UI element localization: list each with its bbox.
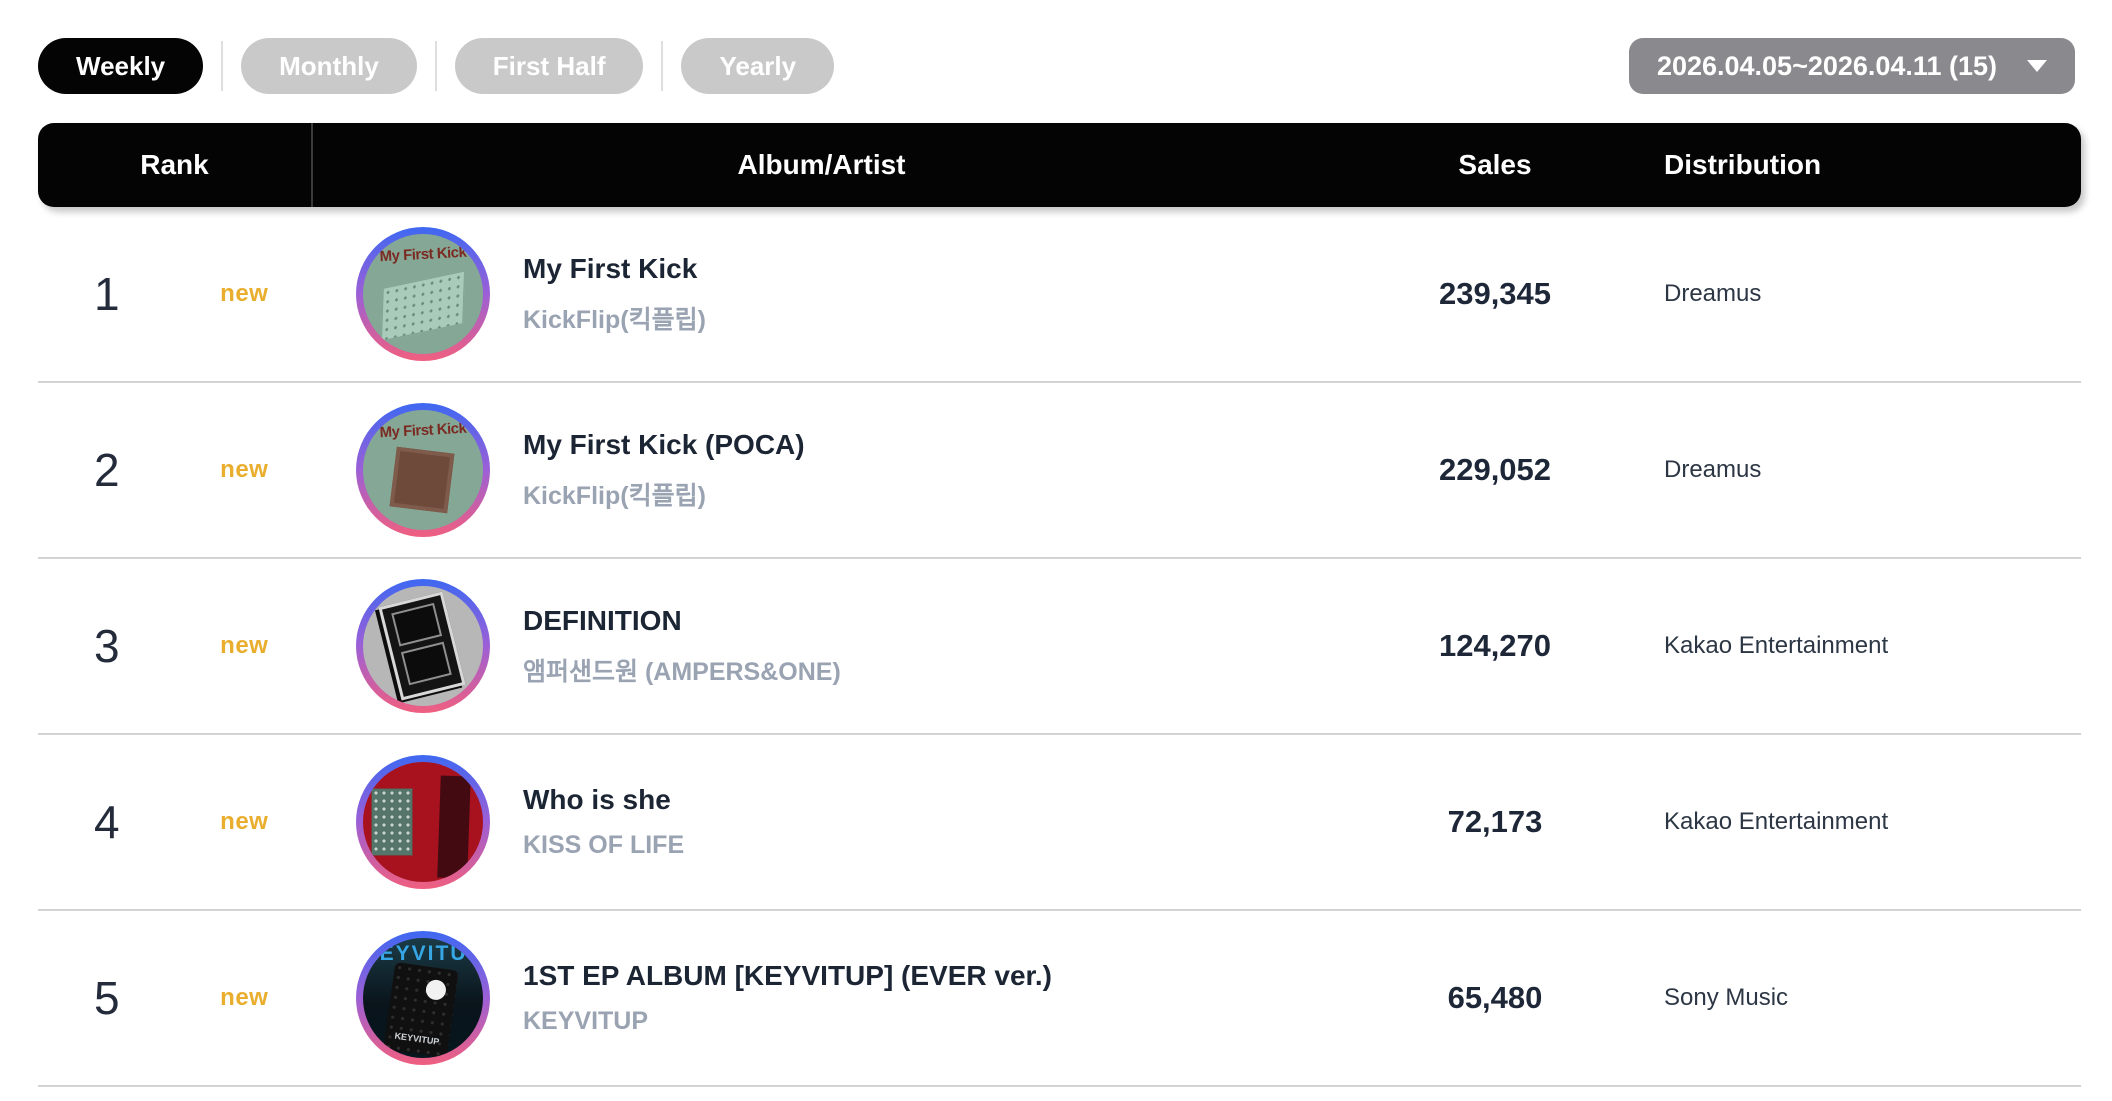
- album-cell: My First Kick My First Kick KickFlip(킥플립…: [313, 227, 1330, 361]
- new-badge: new: [220, 456, 269, 483]
- album-cover-card: [389, 446, 455, 514]
- album-title: My First Kick: [523, 252, 698, 284]
- album-art: My First Kick: [356, 227, 490, 361]
- tab-separator: [661, 41, 664, 91]
- rank-cell: 3 new: [38, 619, 313, 673]
- rank-cell: 5 new: [38, 971, 313, 1025]
- sales-value: 239,345: [1438, 276, 1552, 311]
- period-dropdown[interactable]: 2026.04.05~2026.04.11 (15): [1628, 38, 2075, 94]
- album-artist: KEYVITUP: [523, 1007, 649, 1035]
- new-badge: new: [220, 808, 269, 835]
- album-art: [356, 755, 490, 889]
- album-title: My First Kick (POCA): [523, 428, 805, 460]
- rank-number: 4: [93, 796, 120, 848]
- album-cell: My First Kick My First Kick (POCA) KickF…: [313, 403, 1330, 537]
- rank-number: 2: [93, 444, 120, 496]
- album-title: 1ST EP ALBUM [KEYVITUP] (EVER ver.): [523, 960, 1052, 991]
- chart-row[interactable]: 5 new KEYVITUP KEYVITUP 1ST EP ALBUM [KE…: [38, 911, 2081, 1087]
- rank-cell: 4 new: [38, 795, 313, 849]
- album-art-image: [363, 762, 483, 882]
- rank-cell: 2 new: [38, 443, 313, 497]
- album-art-image: My First Kick: [363, 234, 483, 354]
- chart-row[interactable]: 1 new My First Kick My First Kick KickFl…: [38, 207, 2081, 383]
- chart-rows: 1 new My First Kick My First Kick KickFl…: [38, 207, 2081, 1087]
- header-sales: Sales: [1458, 149, 1532, 180]
- distribution-label: Sony Music: [1664, 984, 1789, 1011]
- rank-cell: 1 new: [38, 267, 313, 321]
- album-art: My First Kick: [356, 403, 490, 537]
- new-badge: new: [220, 984, 269, 1011]
- tab-separator: [221, 41, 224, 91]
- album-cover-text: My First Kick: [379, 243, 467, 266]
- book-panel: [391, 602, 443, 647]
- new-badge: new: [220, 280, 269, 307]
- distribution-label: Kakao Entertainment: [1664, 632, 1889, 659]
- sales-value: 65,480: [1447, 980, 1543, 1015]
- chart-row[interactable]: 4 new Who is she KISS OF LIFE 72,173 Kak…: [38, 735, 2081, 911]
- distribution-label: Kakao Entertainment: [1664, 808, 1889, 835]
- album-title: DEFINITION: [523, 604, 682, 636]
- rank-number: 5: [93, 972, 120, 1024]
- chart-row[interactable]: 3 new DEFINITION 앰퍼샌드원 (AMPERS&ONE) 124,…: [38, 559, 2081, 735]
- album-artist: KISS OF LIFE: [523, 831, 685, 859]
- album-cell: KEYVITUP KEYVITUP 1ST EP ALBUM [KEYVITUP…: [313, 931, 1330, 1065]
- tab-yearly[interactable]: Yearly: [681, 38, 835, 94]
- distribution-label: Dreamus: [1664, 456, 1762, 483]
- header-distribution: Distribution: [1664, 149, 1822, 180]
- album-art: KEYVITUP KEYVITUP: [356, 931, 490, 1065]
- sales-value: 124,270: [1438, 628, 1552, 663]
- album-cover-strip: [437, 775, 471, 879]
- album-cell: Who is she KISS OF LIFE: [313, 755, 1330, 889]
- chart-row[interactable]: 2 new My First Kick My First Kick (POCA)…: [38, 383, 2081, 559]
- album-artist: KickFlip(킥플립): [523, 305, 706, 334]
- album-cover-book: [378, 591, 466, 701]
- distribution-label: Dreamus: [1664, 280, 1762, 307]
- album-art-image: KEYVITUP KEYVITUP: [363, 938, 483, 1058]
- album-cover-text: My First Kick: [379, 419, 467, 442]
- album-art: [356, 579, 490, 713]
- table-header: Rank Album/Artist Sales Distribution: [38, 123, 2081, 207]
- pouch-label: KEYVITUP: [393, 1030, 440, 1047]
- tab-first-half[interactable]: First Half: [454, 38, 644, 94]
- chevron-down-icon: [2027, 60, 2047, 72]
- album-cover-photo: [371, 788, 413, 856]
- album-cover-text: KEYVITUP: [363, 942, 483, 965]
- header-rank: Rank: [38, 123, 313, 207]
- album-artist: 앰퍼샌드원 (AMPERS&ONE): [523, 657, 841, 686]
- album-cell: DEFINITION 앰퍼샌드원 (AMPERS&ONE): [313, 579, 1330, 713]
- album-art-image: My First Kick: [363, 410, 483, 530]
- album-artist: KickFlip(킥플립): [523, 481, 706, 510]
- album-cover-box: [380, 270, 466, 342]
- period-tab-bar: Weekly Monthly First Half Yearly 2026.04…: [38, 38, 2075, 94]
- new-badge: new: [220, 632, 269, 659]
- album-title: Who is she: [523, 784, 671, 815]
- sales-value: 229,052: [1438, 452, 1552, 487]
- header-album-artist: Album/Artist: [737, 149, 906, 180]
- album-art-image: [363, 586, 483, 706]
- book-panel: [400, 641, 452, 686]
- sales-value: 72,173: [1447, 804, 1543, 839]
- period-dropdown-label: 2026.04.05~2026.04.11 (15): [1656, 50, 1997, 81]
- rank-number: 1: [93, 268, 120, 320]
- tab-separator: [434, 41, 437, 91]
- rank-number: 3: [93, 620, 120, 672]
- tab-monthly[interactable]: Monthly: [241, 38, 417, 94]
- tab-weekly[interactable]: Weekly: [38, 38, 204, 94]
- sticker-dot: [424, 978, 448, 1002]
- album-cover-pouch: KEYVITUP: [383, 961, 459, 1058]
